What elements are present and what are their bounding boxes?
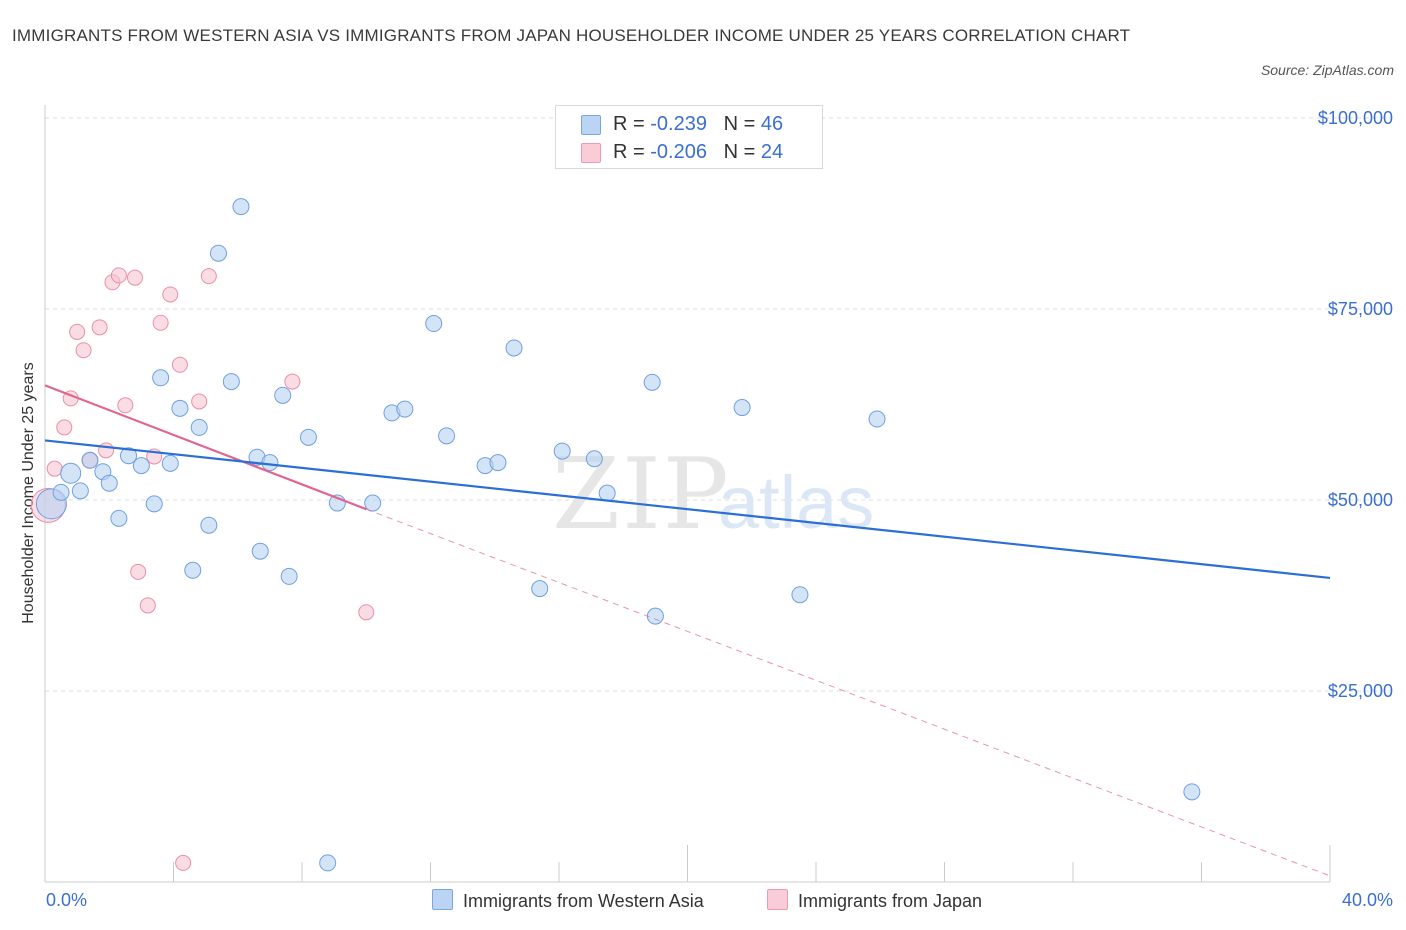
japan-point (75, 342, 92, 359)
western-asia-point (280, 567, 298, 585)
legend-swatch-western-asia (432, 889, 453, 910)
western-asia-point (190, 418, 208, 436)
western-asia-point (110, 509, 128, 527)
western-asia-point (274, 386, 292, 404)
legend-n-value: 46 (760, 113, 784, 135)
western-asia-point (209, 244, 227, 262)
western-asia-point (132, 457, 150, 475)
japan-point (117, 397, 134, 414)
western-asia-point (489, 454, 507, 472)
japan-point (139, 597, 156, 614)
japan-point (152, 314, 169, 331)
y-tick-labels: $25,000 $50,000 $75,000 $100,000 (1318, 108, 1393, 701)
western-asia-point (261, 454, 279, 472)
japan-points (30, 267, 375, 871)
chart-title: IMMIGRANTS FROM WESTERN ASIA VS IMMIGRAN… (12, 26, 1131, 45)
western-asia-point (71, 482, 89, 500)
western-asia-point (733, 399, 751, 417)
japan-point (358, 604, 375, 621)
japan-point (130, 563, 147, 580)
western-asia-point (868, 410, 886, 428)
western-asia-point (222, 373, 240, 391)
japan-point (69, 323, 86, 340)
western-asia-point (120, 447, 138, 465)
legend-r-value: -0.239 (650, 113, 707, 135)
legend-label: Immigrants from Western Asia (463, 891, 704, 911)
japan-point (162, 286, 179, 303)
western-asia-point (643, 373, 661, 391)
x-tick-min: 0.0% (46, 890, 88, 910)
japan-point (56, 419, 73, 436)
western-asia-point (299, 428, 317, 446)
japan-point (126, 269, 143, 286)
western-asia-point (791, 586, 809, 604)
western-asia-point (171, 399, 189, 417)
japan-point (200, 268, 217, 285)
japan-point (91, 319, 108, 336)
japan-point (98, 442, 115, 459)
western-asia-point (161, 454, 179, 472)
japan-point (191, 393, 208, 410)
watermark: ZIP atlas (552, 438, 874, 552)
western-asia-point (81, 451, 99, 469)
japan-point (46, 460, 63, 477)
western-asia-trend-line (44, 439, 1331, 580)
western-asia-point (425, 315, 443, 333)
japan-point (171, 356, 188, 373)
western-asia-point (553, 442, 571, 460)
japan-trend-line (44, 384, 367, 511)
western-asia-point (145, 495, 163, 513)
western-asia-point (100, 474, 118, 492)
western-asia-point (152, 369, 170, 387)
western-asia-point (364, 494, 382, 512)
gridlines (45, 117, 1390, 692)
watermark-zip: ZIP (552, 438, 731, 552)
y-tick-label: $100,000 (1318, 108, 1393, 128)
western-asia-point (184, 561, 202, 579)
western-asia-point (646, 607, 664, 625)
correlation-legend: R = -0.239 N = 46 R = -0.206 N = 24 (555, 105, 823, 169)
legend-swatch-western-asia (581, 115, 601, 135)
japan-point (110, 267, 127, 284)
watermark-atlas: atlas (718, 461, 874, 544)
western-asia-point (251, 542, 269, 560)
western-asia-point (200, 516, 218, 534)
x-tick-max: 40.0% (1341, 890, 1393, 910)
western-asia-point (396, 400, 414, 418)
legend-label: Immigrants from Japan (798, 891, 983, 911)
western-asia-point (585, 450, 603, 468)
y-tick-label: $50,000 (1328, 490, 1393, 510)
western-asia-point (598, 484, 616, 502)
western-asia-point (531, 580, 549, 598)
legend-r-value: -0.206 (650, 141, 707, 163)
trend-lines (44, 384, 1331, 877)
legend-r-label: R = (613, 141, 651, 163)
western-asia-point (505, 339, 523, 357)
legend-n-label: N = (723, 141, 761, 163)
western-asia-point (1183, 783, 1201, 801)
legend-r-label: R = (613, 113, 651, 135)
y-tick-label: $25,000 (1328, 681, 1393, 701)
japan-point (175, 854, 192, 871)
legend-item-western-asia: Immigrants from Western Asia (432, 889, 704, 912)
legend-n-value: 24 (760, 141, 784, 163)
western-asia-point (52, 483, 70, 501)
western-asia-point (232, 198, 250, 216)
western-asia-point (438, 427, 456, 445)
y-tick-label: $75,000 (1328, 299, 1393, 319)
japan-point (284, 373, 301, 390)
western-asia-points (35, 198, 1201, 872)
western-asia-point (319, 854, 337, 872)
legend-swatch-japan (581, 143, 601, 163)
western-asia-point (60, 462, 82, 484)
source-label: Source: ZipAtlas.com (1260, 62, 1394, 78)
legend-item-japan: Immigrants from Japan (767, 889, 982, 912)
legend-n-label: N = (723, 113, 761, 135)
legend-swatch-japan (767, 889, 788, 910)
japan-trend-extension (366, 508, 1331, 877)
